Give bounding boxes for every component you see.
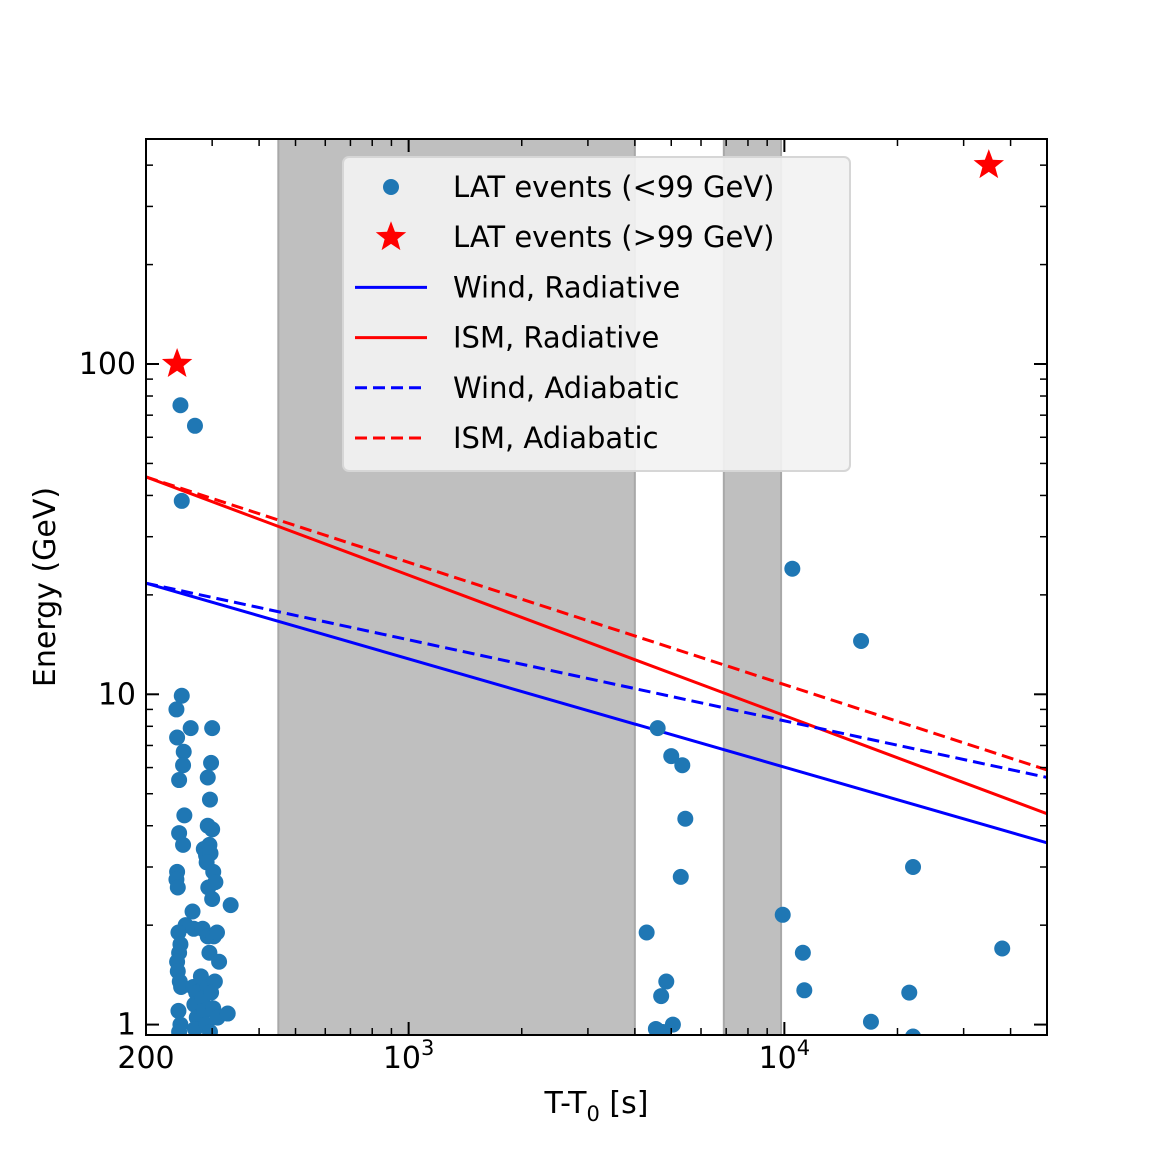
data-point-low-energy	[905, 1028, 921, 1035]
data-point-low-energy	[171, 772, 188, 789]
data-point-low-energy	[207, 874, 224, 891]
data-point-low-energy	[175, 743, 192, 760]
data-point-low-energy	[173, 978, 190, 995]
legend-label-ism-adiabatic: ISM, Adiabatic	[453, 421, 659, 455]
y-tick-label: 1	[117, 1008, 136, 1043]
legend: LAT events (<99 GeV) LAT events (>99 GeV)…	[342, 156, 851, 472]
data-point-low-energy	[175, 836, 192, 853]
data-point-low-energy	[774, 906, 791, 923]
legend-label-wind-radiative: Wind, Radiative	[453, 270, 680, 304]
x-axis-label-main: T-T	[544, 1086, 588, 1121]
data-point-high-energy-star	[161, 348, 193, 377]
data-point-low-energy	[649, 720, 666, 737]
data-point-low-energy	[853, 633, 870, 650]
data-point-low-energy	[186, 417, 203, 434]
x-axis-label-subscript: 0	[587, 1102, 600, 1126]
data-point-low-energy	[663, 748, 680, 765]
data-point-low-energy	[201, 1023, 218, 1035]
data-point-low-energy	[796, 982, 813, 999]
data-point-low-energy	[171, 1023, 188, 1035]
series-line-ism-adiabatic	[146, 475, 1047, 772]
data-point-low-energy	[862, 1013, 879, 1030]
x-tick-label-base: 200	[117, 1041, 174, 1076]
data-point-low-energy	[211, 953, 228, 970]
y-axis-label: Energy (GeV)	[28, 487, 63, 687]
x-tick-label: 200	[117, 1041, 174, 1076]
x-tick-label: 103	[383, 1036, 435, 1076]
data-point-low-energy	[199, 769, 216, 786]
data-point-low-energy	[204, 891, 221, 908]
data-point-low-energy	[653, 988, 670, 1005]
legend-label-lat-events-99-gev: LAT events (>99 GeV)	[453, 220, 774, 254]
data-point-high-energy-star	[973, 149, 1005, 179]
data-point-low-energy	[169, 729, 186, 746]
data-point-low-energy	[674, 757, 691, 774]
axes-frame	[145, 138, 1048, 1036]
x-axis-label-unit: [s]	[600, 1086, 649, 1121]
data-point-low-energy	[204, 720, 221, 737]
legend-box	[342, 156, 851, 472]
series-line-wind-radiative	[146, 581, 1047, 845]
data-point-low-energy	[203, 984, 220, 1001]
legend-marker-lat-events-99-gev	[375, 221, 407, 251]
data-point-low-energy	[175, 757, 192, 774]
x-tick-label-base: 10	[759, 1041, 797, 1076]
data-point-low-energy	[208, 924, 225, 941]
data-point-low-energy	[677, 810, 694, 827]
legend-label-lat-events-99-gev: LAT events (<99 GeV)	[453, 170, 774, 204]
data-point-low-energy	[173, 687, 190, 704]
data-point-low-energy	[222, 897, 239, 914]
data-point-low-energy	[901, 984, 918, 1001]
y-tick-label: 100	[79, 347, 136, 382]
data-point-low-energy	[172, 397, 189, 414]
data-point-low-energy	[203, 754, 220, 771]
data-point-low-energy	[664, 1016, 681, 1033]
x-tick-label: 104	[759, 1036, 811, 1076]
x-tick-label-base: 10	[383, 1041, 421, 1076]
data-point-low-energy	[168, 701, 185, 718]
y-tick-label: 10	[98, 677, 136, 712]
data-point-low-energy	[794, 944, 811, 961]
data-point-low-energy	[219, 1005, 236, 1022]
x-axis-label: T-T0 [s]	[544, 1086, 649, 1126]
data-point-low-energy	[184, 903, 201, 920]
data-point-low-energy	[784, 560, 801, 577]
data-point-low-energy	[658, 973, 675, 990]
data-point-low-energy	[169, 879, 186, 896]
data-point-low-energy	[672, 868, 689, 885]
legend-label-wind-adiabatic: Wind, Adiabatic	[453, 371, 679, 405]
x-tick-label-exponent: 4	[797, 1036, 810, 1060]
data-point-low-energy	[204, 821, 221, 838]
data-point-low-energy	[201, 791, 218, 808]
data-point-low-energy	[173, 492, 190, 509]
x-tick-label-exponent: 3	[421, 1036, 434, 1060]
data-point-low-energy	[638, 924, 655, 941]
series-line-wind-adiabatic	[146, 581, 1047, 779]
legend-label-ism-radiative: ISM, Radiative	[453, 321, 659, 355]
data-point-low-energy	[170, 924, 187, 941]
legend-marker-lat-events-99-gev	[383, 179, 399, 195]
data-point-low-energy	[176, 807, 193, 824]
data-point-low-energy	[182, 720, 199, 737]
data-point-low-energy	[170, 1002, 187, 1019]
series-line-ism-radiative	[146, 475, 1047, 816]
data-point-low-energy	[994, 940, 1011, 957]
data-point-low-energy	[905, 859, 922, 876]
